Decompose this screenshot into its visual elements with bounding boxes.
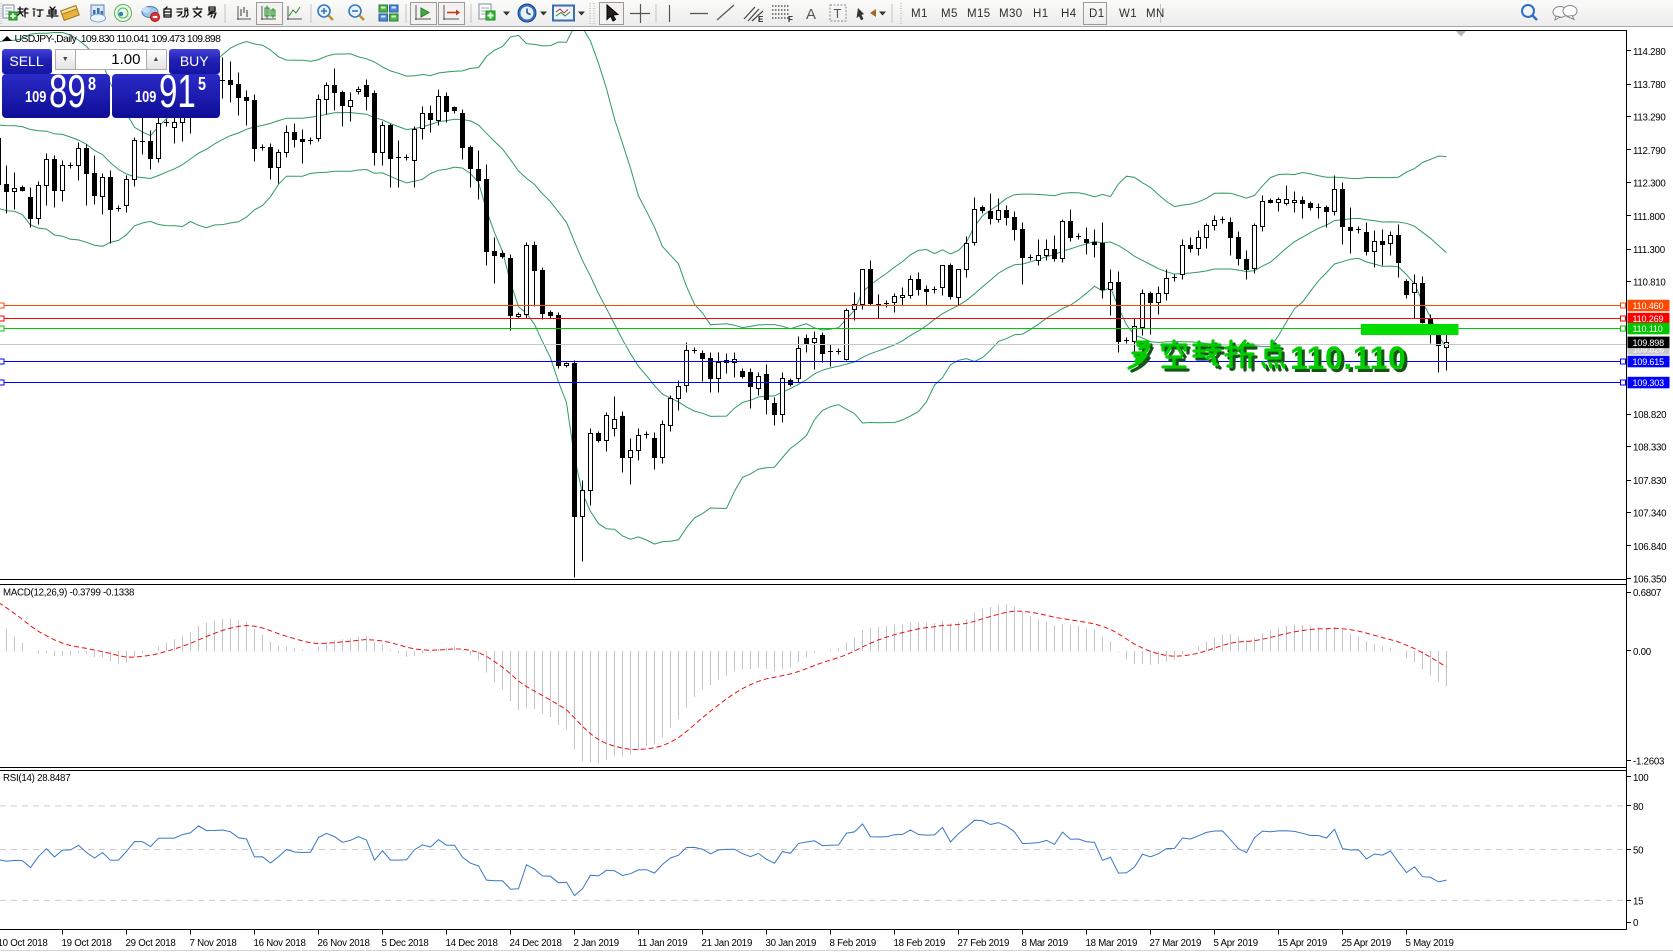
svg-text:27 Mar 2019: 27 Mar 2019 xyxy=(1150,938,1202,949)
svg-text:MACD(12,26,9) -0.3799 -0.1338: MACD(12,26,9) -0.3799 -0.1338 xyxy=(3,588,134,599)
svg-text:109.826: 109.826 xyxy=(1633,345,1665,355)
svg-text:109.615: 109.615 xyxy=(1633,357,1665,367)
svg-text:26 Nov 2018: 26 Nov 2018 xyxy=(318,938,370,949)
svg-text:0: 0 xyxy=(1633,918,1639,929)
svg-text:110.810: 110.810 xyxy=(1633,278,1666,289)
svg-text:M30: M30 xyxy=(999,8,1023,20)
svg-text:112.790: 112.790 xyxy=(1633,146,1666,157)
svg-text:11 Jan 2019: 11 Jan 2019 xyxy=(638,938,688,949)
svg-text:24 Dec 2018: 24 Dec 2018 xyxy=(510,938,562,949)
svg-text:114.280: 114.280 xyxy=(1633,47,1666,58)
svg-text:W1: W1 xyxy=(1119,8,1137,20)
svg-text:D1: D1 xyxy=(1089,8,1105,20)
svg-text:H1: H1 xyxy=(1033,8,1049,20)
svg-text:7 Nov 2018: 7 Nov 2018 xyxy=(190,938,237,949)
svg-text:MN: MN xyxy=(1146,8,1165,20)
svg-text:F: F xyxy=(788,15,793,24)
svg-text:0.00: 0.00 xyxy=(1633,647,1652,658)
svg-text:111.300: 111.300 xyxy=(1633,245,1666,256)
svg-text:109.303: 109.303 xyxy=(1633,378,1665,388)
svg-text:111.800: 111.800 xyxy=(1633,212,1666,223)
svg-text:112.300: 112.300 xyxy=(1633,179,1666,190)
svg-text:14 Dec 2018: 14 Dec 2018 xyxy=(446,938,498,949)
svg-text:30 Jan 2019: 30 Jan 2019 xyxy=(766,938,817,949)
svg-text:21 Jan 2019: 21 Jan 2019 xyxy=(702,938,753,949)
svg-text:110.460: 110.460 xyxy=(1633,301,1664,311)
svg-text:5 Apr 2019: 5 Apr 2019 xyxy=(1214,938,1258,949)
svg-text:108.820: 108.820 xyxy=(1633,410,1667,421)
svg-text:50: 50 xyxy=(1633,846,1644,857)
svg-text:107.340: 107.340 xyxy=(1633,509,1667,520)
svg-text:5 Dec 2018: 5 Dec 2018 xyxy=(382,938,429,949)
svg-text:H4: H4 xyxy=(1061,8,1077,20)
svg-text:M5: M5 xyxy=(941,8,958,20)
svg-text:110.110: 110.110 xyxy=(1290,340,1406,376)
svg-text:106.840: 106.840 xyxy=(1633,542,1667,553)
svg-text:15 Apr 2019: 15 Apr 2019 xyxy=(1278,938,1328,949)
svg-text:M1: M1 xyxy=(911,8,928,20)
svg-text:109.898: 109.898 xyxy=(1633,338,1665,348)
svg-text:107.830: 107.830 xyxy=(1633,476,1667,487)
svg-text:15: 15 xyxy=(1633,896,1643,907)
svg-text:18 Mar 2019: 18 Mar 2019 xyxy=(1086,938,1138,949)
svg-text:108.330: 108.330 xyxy=(1633,443,1667,454)
svg-text:8 Mar 2019: 8 Mar 2019 xyxy=(1022,938,1069,949)
svg-text:110.110: 110.110 xyxy=(1293,343,1409,379)
svg-text:A: A xyxy=(806,6,816,23)
svg-text:T: T xyxy=(834,6,842,21)
svg-text:27 Feb 2019: 27 Feb 2019 xyxy=(958,938,1010,949)
svg-text:M15: M15 xyxy=(967,8,991,20)
svg-text:2 Jan 2019: 2 Jan 2019 xyxy=(574,938,619,949)
svg-text:RSI(14) 28.8487: RSI(14) 28.8487 xyxy=(3,773,70,784)
svg-text:5 May 2019: 5 May 2019 xyxy=(1406,938,1454,949)
svg-text:25 Apr 2019: 25 Apr 2019 xyxy=(1342,938,1392,949)
svg-text:0.6807: 0.6807 xyxy=(1633,588,1661,599)
svg-text:18 Feb 2019: 18 Feb 2019 xyxy=(894,938,946,949)
svg-text:29 Oct 2018: 29 Oct 2018 xyxy=(126,938,176,949)
svg-text:80: 80 xyxy=(1633,802,1644,813)
svg-text:-1.2603: -1.2603 xyxy=(1633,757,1664,768)
svg-text:110.269: 110.269 xyxy=(1633,314,1664,324)
svg-text:100: 100 xyxy=(1633,773,1649,784)
svg-text:19 Oct 2018: 19 Oct 2018 xyxy=(62,938,112,949)
svg-text:113.780: 113.780 xyxy=(1633,80,1666,91)
svg-text:106.350: 106.350 xyxy=(1633,575,1667,586)
svg-text:E: E xyxy=(758,15,764,24)
svg-text:113.290: 113.290 xyxy=(1633,113,1666,124)
svg-text:8 Feb 2019: 8 Feb 2019 xyxy=(830,938,877,949)
svg-text:110.110: 110.110 xyxy=(1633,324,1663,334)
svg-text:16 Nov 2018: 16 Nov 2018 xyxy=(254,938,306,949)
svg-text:10 Oct 2018: 10 Oct 2018 xyxy=(0,938,48,949)
